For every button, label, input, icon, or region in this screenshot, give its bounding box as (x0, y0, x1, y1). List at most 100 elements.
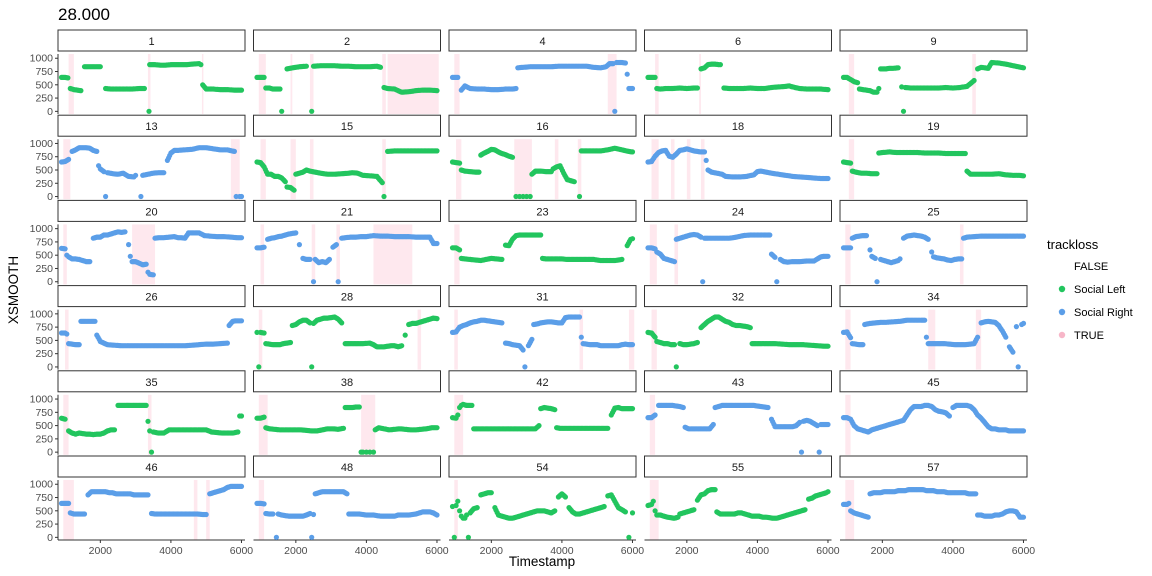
trackloss-band (258, 394, 268, 455)
data-point (691, 507, 697, 513)
data-point (1010, 349, 1016, 355)
y-tick-label: 750 (35, 492, 53, 504)
data-point (291, 187, 297, 193)
legend-item: Social Left (1058, 284, 1125, 296)
facet-label: 6 (735, 36, 741, 48)
data-point (848, 160, 854, 166)
data-point (946, 413, 953, 419)
legend-key (1058, 285, 1066, 293)
facet-label: 2 (344, 36, 350, 48)
data-point (145, 418, 151, 424)
facet-panel-6: 6 (644, 29, 832, 114)
data-point (673, 364, 679, 370)
data-point (520, 347, 526, 353)
trackloss-band (68, 54, 74, 114)
data-point (399, 343, 405, 349)
data-point (671, 342, 678, 348)
facet-strip (448, 455, 637, 478)
x-tick-label: 6000 (230, 545, 254, 557)
data-point (287, 339, 294, 346)
data-point (457, 160, 463, 166)
data-point (143, 402, 149, 408)
trackloss-band (63, 394, 69, 455)
trackloss-band (456, 139, 462, 200)
data-point (1020, 514, 1027, 520)
trackloss-band (290, 139, 296, 200)
facet-strip (253, 199, 441, 222)
data-point (92, 318, 98, 324)
x-tick-label: 2000 (89, 545, 113, 557)
y-tick-label: 250 (35, 519, 53, 531)
x-tick-label: 4000 (746, 545, 770, 557)
data-point (652, 334, 658, 340)
trackloss-band (230, 139, 240, 200)
facet-strip (644, 370, 832, 393)
trackloss-band (258, 54, 266, 114)
data-point (238, 87, 245, 93)
y-tick-label: 750 (35, 66, 53, 78)
data-point (626, 534, 632, 540)
facet-label: 57 (927, 462, 939, 474)
data-point (434, 240, 440, 247)
y-tick-label: 500 (35, 79, 53, 91)
data-point (66, 500, 72, 506)
y-tick-label: 1000 (30, 138, 54, 150)
data-point (652, 74, 658, 80)
data-point (344, 491, 350, 497)
trackloss-band (959, 224, 964, 285)
data-point (402, 332, 408, 338)
facet-label: 42 (536, 377, 548, 389)
data-point (929, 249, 935, 255)
legend-item: Social Right (1058, 307, 1133, 319)
data-point (765, 404, 771, 411)
facet-label: 54 (536, 462, 548, 474)
facet-panel-15: 15 (253, 114, 441, 200)
data-point (975, 334, 981, 340)
trackloss-band (454, 54, 460, 114)
facet-label: 9 (930, 36, 936, 48)
data-point (855, 80, 861, 86)
data-point (973, 491, 979, 497)
data-point (652, 412, 658, 418)
data-point (971, 77, 977, 84)
facet-panel-25: 25 (839, 199, 1028, 285)
data-point (455, 498, 461, 504)
data-point (146, 108, 152, 114)
facet-label: 16 (536, 121, 548, 133)
facet-strip (253, 455, 441, 478)
data-point (605, 425, 611, 431)
trackloss-band (361, 394, 376, 455)
facet-strip (839, 455, 1028, 478)
data-point (356, 404, 362, 410)
facet-strip (57, 370, 246, 393)
facet-panel-42: 42 (448, 370, 637, 455)
facet-strip (839, 370, 1028, 393)
facet-panel-19: 19 (839, 114, 1028, 200)
data-point (527, 193, 533, 200)
data-point (798, 449, 805, 455)
data-point (629, 510, 636, 516)
facet-strip (448, 114, 637, 137)
legend-item: TRUE (1058, 330, 1104, 342)
data-point (270, 511, 276, 517)
y-tick-label: 500 (35, 420, 53, 432)
data-point (138, 193, 144, 200)
y-tick-label: 1000 (30, 394, 54, 406)
facet-label: 23 (536, 206, 548, 218)
data-point (865, 514, 871, 520)
trackloss-band (309, 54, 314, 114)
data-point (624, 71, 630, 77)
facet-label: 45 (927, 377, 939, 389)
data-point (87, 259, 93, 265)
data-point (897, 256, 903, 262)
facet-label: 55 (732, 462, 744, 474)
facet-panel-2: 2 (253, 29, 441, 114)
data-point (538, 232, 544, 238)
data-point (141, 85, 147, 92)
trackloss-band (193, 480, 198, 540)
facet-strip (448, 370, 637, 393)
trackloss-band (382, 54, 386, 114)
x-tick-label: 4000 (550, 545, 574, 557)
